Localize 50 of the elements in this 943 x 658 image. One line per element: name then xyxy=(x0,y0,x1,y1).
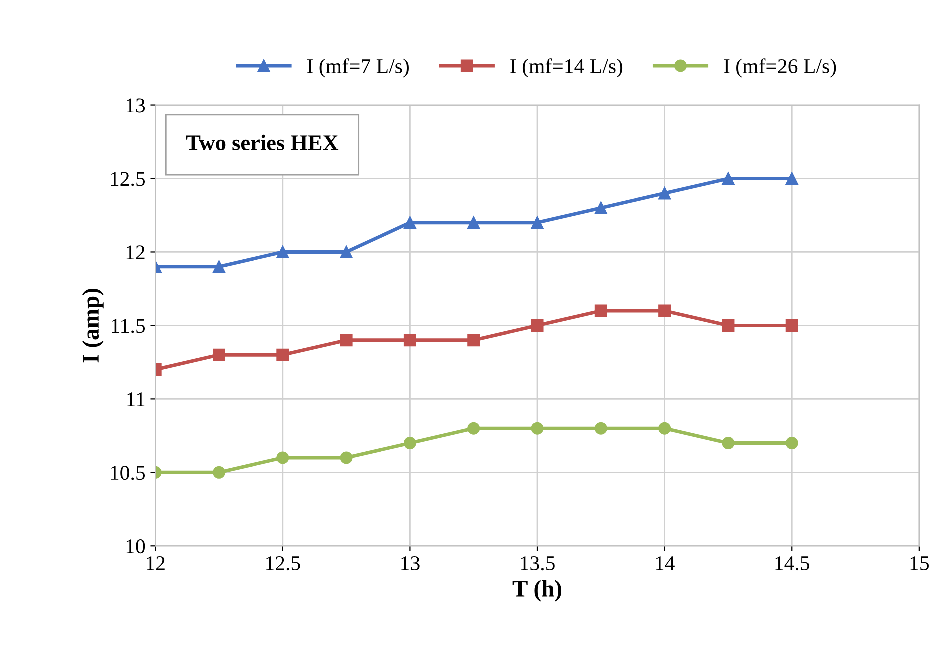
point xyxy=(722,319,735,332)
x-axis-title: T (h) xyxy=(512,580,562,602)
point xyxy=(212,466,226,479)
point xyxy=(531,422,544,435)
y-tick-label: 10.5 xyxy=(111,466,146,480)
point xyxy=(722,437,735,450)
point xyxy=(531,319,544,332)
point xyxy=(722,172,735,186)
y-tick-label: 12.5 xyxy=(111,172,146,186)
legend-label: I (mf=14 L/s) xyxy=(510,58,623,78)
point xyxy=(594,422,608,435)
point xyxy=(212,348,226,362)
x-tick-label: 12.5 xyxy=(266,556,300,571)
x-tick-label: 12 xyxy=(147,556,165,570)
point xyxy=(404,437,416,450)
point xyxy=(531,216,544,230)
y-tick-label: 13 xyxy=(126,98,146,113)
legend-label: I (mf=7 L/s) xyxy=(307,58,409,78)
point xyxy=(404,334,416,347)
point xyxy=(594,202,608,214)
point xyxy=(786,172,798,186)
point xyxy=(340,246,353,258)
y-axis-title: I (amp) xyxy=(82,289,104,363)
y-tick-label: 11.5 xyxy=(112,319,146,334)
point xyxy=(658,422,672,435)
point xyxy=(468,422,480,435)
point xyxy=(340,452,353,464)
y-tick-label: 10 xyxy=(126,540,146,554)
point xyxy=(786,437,798,450)
point xyxy=(276,348,290,362)
x-tick-label: 13 xyxy=(402,556,420,571)
point xyxy=(404,216,416,230)
annotation: Two series HEX xyxy=(186,134,339,151)
point xyxy=(276,452,290,464)
point xyxy=(212,260,226,274)
point xyxy=(276,246,290,258)
point xyxy=(468,334,480,347)
point xyxy=(468,216,480,230)
point xyxy=(786,319,798,332)
point xyxy=(340,334,353,347)
legend-label: I (mf=26 L/s) xyxy=(724,58,836,78)
x-tick-label: 15 xyxy=(910,556,930,571)
y-tick-label: 12 xyxy=(126,246,145,260)
point xyxy=(594,304,608,318)
x-tick-label: 14.5 xyxy=(776,556,810,571)
point xyxy=(658,187,672,200)
x-tick-label: 14 xyxy=(656,556,675,570)
y-tick-label: 11 xyxy=(128,392,145,406)
point xyxy=(658,304,672,318)
x-tick-label: 13.5 xyxy=(521,556,555,571)
